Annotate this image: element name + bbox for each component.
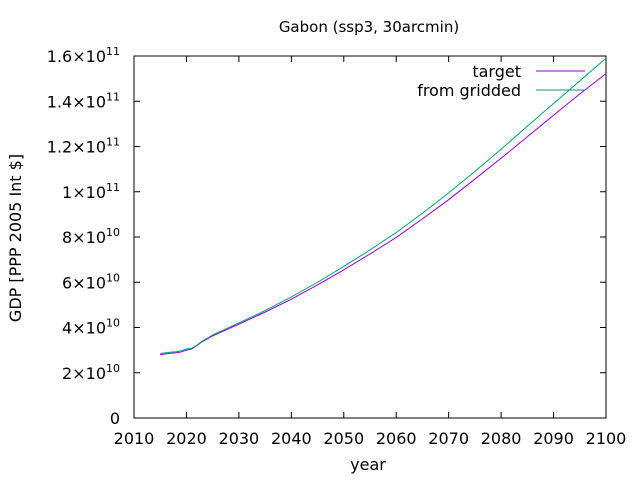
y-tick-label: 8×1010 (62, 226, 120, 247)
y-tick-label: 1.4×1011 (47, 90, 120, 111)
x-tick-label: 2090 (533, 429, 574, 448)
legend-label: from gridded (417, 81, 521, 100)
y-tick-mantissa: 6×10 (62, 273, 106, 292)
y-tick-exponent: 11 (106, 136, 120, 149)
y-tick-label: 1.2×1011 (47, 136, 120, 157)
x-tick-label: 2080 (481, 429, 522, 448)
y-tick-exponent: 10 (106, 226, 120, 239)
legend-label: target (472, 62, 521, 81)
plot-frame (133, 55, 607, 419)
y-tick-mantissa: 8×10 (62, 228, 106, 247)
y-tick-exponent: 11 (106, 45, 120, 58)
series-lines (160, 57, 607, 356)
y-tick-label: 4×1010 (62, 317, 120, 338)
x-tick-label: 2070 (428, 429, 469, 448)
axis-ticks: 2010 2020 2030 2040 2050 2060 2070 2080 2090 2100… (47, 45, 627, 448)
y-tick-label: 1.6×1011 (47, 45, 120, 66)
chart-title: Gabon (ssp3, 30arcmin) (279, 18, 459, 36)
y-tick-mantissa: 4×10 (62, 319, 106, 338)
y-axis-title: GDP [PPP 2005 Int $] (6, 154, 25, 322)
x-tick-label: 2020 (166, 429, 207, 448)
y-tick-mantissa: 1.6×10 (47, 47, 106, 66)
y-tick-exponent: 10 (106, 271, 120, 284)
x-tick-label: 2040 (271, 429, 312, 448)
series-line-from-gridded (160, 57, 607, 355)
y-tick-mantissa: 0 (110, 409, 120, 428)
x-axis-title: year (350, 455, 386, 474)
x-tick-label: 2050 (323, 429, 364, 448)
y-tick-label: 0 (110, 409, 120, 428)
y-tick-label: 6×1010 (62, 271, 120, 292)
x-tick-label: 2060 (376, 429, 417, 448)
x-tick-label: 2030 (219, 429, 260, 448)
y-tick-mantissa: 1×10 (62, 183, 106, 202)
y-tick-exponent: 11 (106, 90, 120, 103)
x-tick-label: 2100 (586, 429, 627, 448)
y-tick-mantissa: 1.4×10 (47, 92, 106, 111)
y-tick-exponent: 10 (106, 362, 120, 375)
series-line-target (160, 73, 607, 356)
y-tick-exponent: 11 (106, 181, 120, 194)
x-tick-label: 2010 (114, 429, 155, 448)
y-tick-label: 2×1010 (62, 362, 120, 383)
y-tick-mantissa: 1.2×10 (47, 138, 106, 157)
y-tick-mantissa: 2×10 (62, 364, 106, 383)
y-tick-exponent: 10 (106, 317, 120, 330)
y-tick-label: 1×1011 (62, 181, 120, 202)
